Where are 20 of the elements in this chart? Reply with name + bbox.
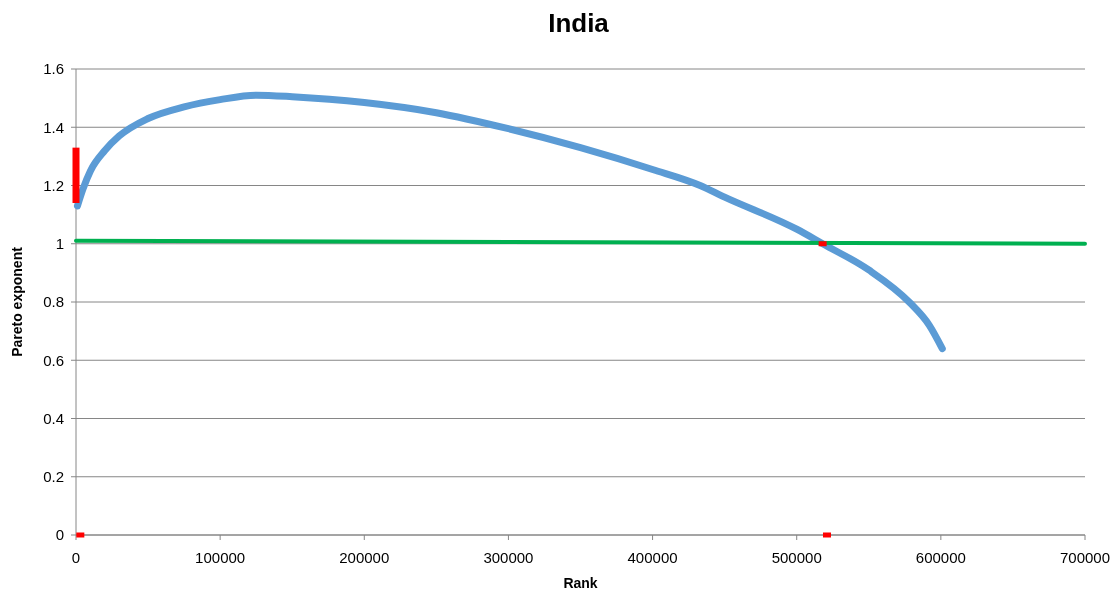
x-tick-label: 0 [71,549,81,566]
x-tick-label: 200000 [339,549,390,566]
y-tick-label: 0.6 [43,351,64,369]
x-tick-label: 600000 [915,549,966,566]
x-tick-label: 700000 [1059,549,1111,566]
y-tick-label: 0.8 [43,293,64,311]
y-tick-label: 1.6 [43,60,64,78]
x-tick-label: 300000 [483,549,534,566]
x-tick-label: 500000 [771,549,822,566]
y-tick-label: 1 [55,235,64,252]
x-axis-title: Rank [563,575,598,591]
chart-title: India [548,8,610,38]
y-tick-label: 0.4 [43,409,64,427]
x-tick-label: 400000 [627,549,678,566]
y-tick-label: 1.4 [43,118,64,136]
y-axis-title: Pareto exponent [9,246,25,357]
x-tick-label: 100000 [195,549,246,566]
y-tick-label: 0 [55,526,64,544]
y-tick-label: 0.2 [43,468,64,485]
y-tick-label: 1.2 [43,176,64,194]
